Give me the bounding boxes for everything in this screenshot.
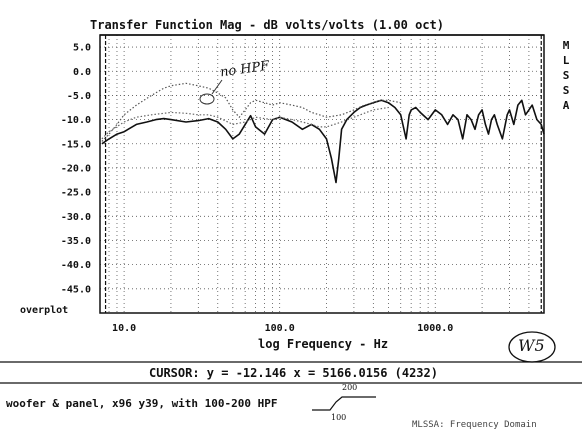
y-tick-label: -40.0 [61, 260, 91, 271]
no-hpf-pointer [211, 79, 223, 95]
y-tick-label: 0.0 [73, 67, 91, 78]
side-letters: M L S S A [559, 38, 573, 113]
filter-upper-label: 200 [342, 383, 358, 392]
y-tick-label: -30.0 [61, 212, 91, 223]
series-line-solid [101, 99, 545, 184]
side-letter: S [562, 84, 570, 97]
hpf-sketch [312, 396, 376, 411]
x-tick-label: 100.0 [265, 323, 295, 334]
caption: woofer & panel, x96 y39, with 100-200 HP… [6, 397, 278, 410]
y-tick-label: -20.0 [61, 163, 91, 174]
y-tick-label: -45.0 [61, 284, 91, 295]
series-group [101, 82, 545, 184]
cursor-readout: CURSOR: y = -12.146 x = 5166.0156 (4232) [149, 366, 438, 380]
side-letter: M [562, 39, 570, 52]
y-tick-label: -15.0 [61, 139, 91, 150]
side-letter: A [562, 99, 570, 112]
overplot-label: overplot [20, 305, 69, 316]
y-tick-labels: 5.0 0.0 -5.0 -10.0 -15.0 -20.0 -25.0 -30.0 -35.0… [61, 43, 91, 296]
no-hpf-circle [199, 93, 215, 105]
y-tick-label: -5.0 [67, 91, 91, 102]
w5-stamp-circle [508, 331, 556, 363]
x-tick-labels: 10.0 100.0 1000.0 [112, 323, 453, 334]
plot-frame [99, 34, 545, 314]
x-tick-label: 1000.0 [417, 323, 453, 334]
footer-partial: MLSSA: Frequency Domain [412, 420, 537, 430]
y-tick-label: 5.0 [73, 43, 91, 54]
w5-stamp: W5 [518, 336, 545, 355]
x-axis-title: log Frequency - Hz [258, 337, 389, 351]
grid [100, 35, 544, 313]
chart-title: Transfer Function Mag - dB volts/volts (… [90, 18, 445, 32]
y-tick-label: -35.0 [61, 236, 91, 247]
y-tick-label: -25.0 [61, 188, 91, 199]
series-line-dotted [101, 82, 401, 142]
x-tick-label: 10.0 [112, 323, 136, 334]
side-letter: L [562, 54, 570, 67]
series-line-dotted [101, 106, 389, 140]
side-letter: S [562, 69, 570, 82]
y-tick-label: -10.0 [61, 115, 91, 126]
filter-lower-label: 100 [331, 413, 347, 422]
cursor-markers [104, 35, 542, 313]
